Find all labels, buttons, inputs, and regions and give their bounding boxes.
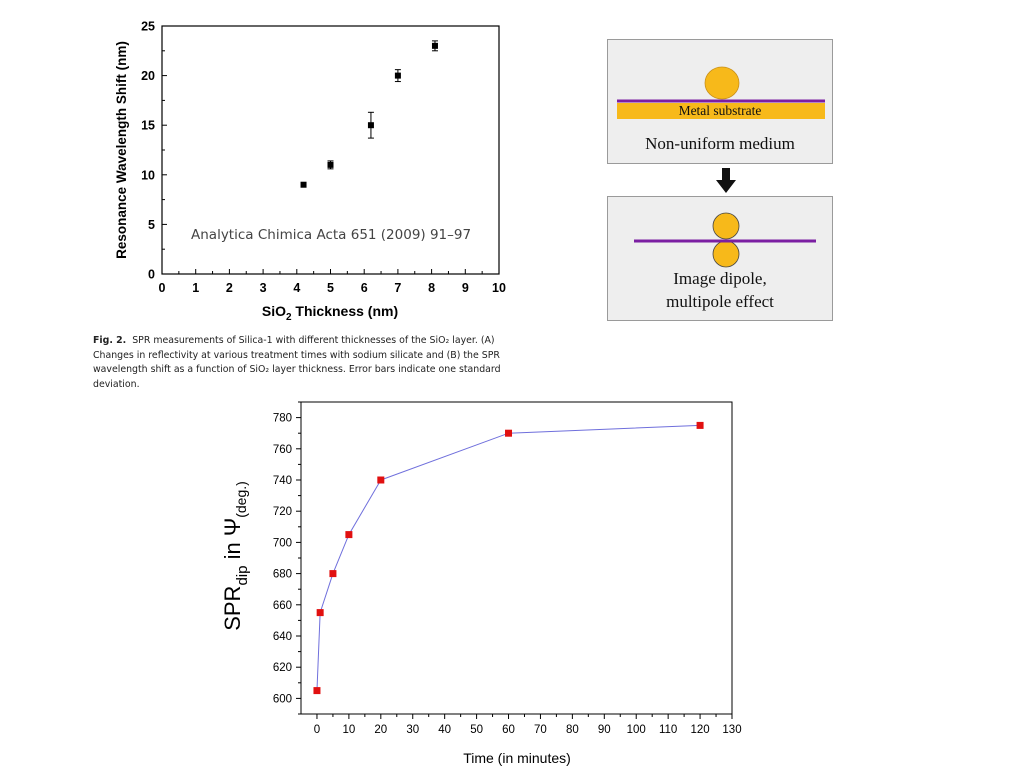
y-tick-label: 660	[273, 600, 292, 612]
x-tick-label: 4	[293, 281, 300, 295]
x-tick-label: 10	[342, 724, 355, 736]
y-tick-label: 15	[141, 119, 155, 133]
x-tick-label: 110	[659, 724, 677, 736]
y-tick-label: 760	[273, 444, 292, 456]
x-tick-label: 3	[260, 281, 267, 295]
data-point	[317, 609, 324, 616]
y-tick-label: 780	[273, 413, 292, 425]
x-tick-label: 2	[226, 281, 233, 295]
y-tick-label: 20	[141, 69, 155, 83]
data-point	[329, 570, 336, 577]
data-point	[345, 531, 352, 538]
y-tick-label: 0	[148, 268, 155, 282]
data-point	[697, 422, 704, 429]
gold-nanoparticle-image	[713, 241, 739, 267]
y-tick-label: 640	[273, 631, 292, 643]
gold-nanoparticle	[705, 67, 739, 99]
data-point	[313, 687, 320, 694]
figure-caption: Fig. 2. SPR measurements of Silica-1 wit…	[93, 334, 533, 392]
x-tick-label: 130	[722, 724, 741, 736]
thickness-chart-annotation: Analytica Chimica Acta 651 (2009) 91–97	[191, 227, 471, 243]
y-tick-label: 680	[273, 569, 292, 581]
x-tick-label: 1	[192, 281, 199, 295]
x-tick-label: 5	[327, 281, 334, 295]
non-uniform-medium-label: Non-uniform medium	[608, 134, 832, 154]
thickness-chart: 0 1 2 3 4 5 6 7 8 9 10 0 5 10 15 20 25 Analytica Chimica…	[0, 0, 520, 325]
spr-time-chart-plot-area	[301, 402, 732, 714]
gold-nanoparticle-upper	[713, 213, 739, 239]
thickness-chart-x-axis-label: SiO2 Thickness (nm)	[262, 303, 398, 323]
x-tick-label: 7	[394, 281, 401, 295]
x-tick-label: 50	[470, 724, 483, 736]
y-tick-label: 700	[273, 537, 292, 549]
image-dipole-label-line1: Image dipole,	[608, 269, 832, 289]
data-point	[377, 477, 384, 484]
y-tick-label: 620	[273, 662, 292, 674]
y-tick-label: 5	[148, 218, 155, 232]
down-arrow-icon	[714, 168, 738, 194]
data-point	[328, 162, 334, 168]
image-dipole-panel: Image dipole, multipole effect	[607, 196, 833, 321]
x-tick-label: 20	[374, 724, 387, 736]
data-point	[505, 430, 512, 437]
y-tick-label: 720	[273, 506, 292, 518]
x-tick-label: 120	[690, 724, 709, 736]
data-point	[301, 182, 307, 188]
x-tick-label: 100	[627, 724, 646, 736]
data-point	[432, 43, 438, 49]
x-tick-label: 80	[566, 724, 579, 736]
x-tick-label: 6	[361, 281, 368, 295]
spr-time-chart-x-axis-label: Time (in minutes)	[463, 750, 571, 766]
x-tick-label: 90	[598, 724, 611, 736]
x-tick-label: 0	[159, 281, 166, 295]
thickness-chart-y-axis-label: Resonance Wavelength Shift (nm)	[114, 41, 129, 259]
data-point	[395, 73, 401, 79]
y-tick-label: 25	[141, 20, 155, 34]
figure-caption-label: Fig. 2.	[93, 335, 126, 346]
x-tick-label: 70	[534, 724, 547, 736]
x-tick-label: 60	[502, 724, 515, 736]
series-line	[317, 425, 700, 690]
spr-time-chart-y-axis-label: SPRdip in Ψ(deg.)	[220, 481, 251, 631]
data-point	[368, 122, 374, 128]
y-tick-label: 740	[273, 475, 292, 487]
x-tick-label: 8	[428, 281, 435, 295]
x-tick-label: 10	[492, 281, 506, 295]
spr-time-chart: 0 10 20 30 40 50 60 70 80 90 100 110 120 130 600 620 640…	[0, 396, 760, 768]
y-tick-label: 600	[273, 693, 292, 705]
image-dipole-label-line2: multipole effect	[608, 292, 832, 312]
y-tick-label: 10	[141, 168, 155, 182]
metal-substrate-label: Metal substrate	[608, 103, 832, 119]
x-tick-label: 40	[438, 724, 451, 736]
figure-caption-text: SPR measurements of Silica-1 with differ…	[93, 335, 501, 390]
x-tick-label: 30	[406, 724, 419, 736]
metal-substrate-panel: Metal substrate Non-uniform medium	[607, 39, 833, 164]
x-tick-label: 9	[462, 281, 469, 295]
x-tick-label: 0	[314, 724, 320, 736]
